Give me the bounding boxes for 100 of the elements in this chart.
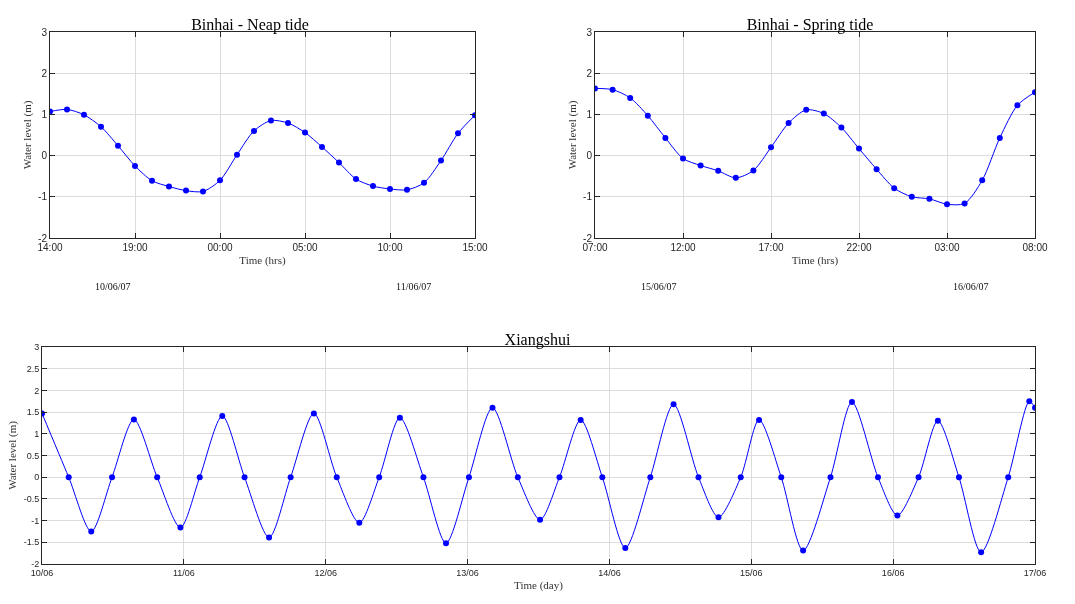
point [644, 112, 651, 119]
point [130, 416, 137, 423]
y-axis-title: Water level (m) [6, 420, 20, 490]
point [268, 117, 274, 124]
x-tick-label: 03:00 [934, 242, 960, 253]
point [599, 474, 606, 481]
y-tick-label: -0.5 [23, 494, 40, 505]
point [873, 166, 880, 173]
y-tick-label: 1.5 [26, 407, 40, 418]
x-axis-title: Time (day) [514, 579, 564, 592]
x-axis-title: Time (hrs) [239, 254, 286, 268]
point [1005, 474, 1012, 481]
point [756, 416, 763, 423]
x-tick-label: 14:00 [37, 242, 63, 253]
point [697, 162, 704, 169]
point [154, 474, 161, 481]
y-tick-label: 2 [41, 67, 48, 79]
point [420, 474, 427, 481]
y-tick-label: 3 [586, 26, 593, 38]
point [319, 143, 325, 150]
y-tick-label: -1 [583, 191, 593, 203]
y-axis-title: Water level (m) [20, 100, 34, 170]
point [622, 544, 629, 551]
x-tick-label: 22:00 [846, 242, 872, 253]
chart-title: Binhai - Neap tide [191, 16, 309, 35]
point [1014, 102, 1021, 109]
point [132, 162, 138, 169]
point [577, 416, 584, 423]
point [387, 185, 393, 192]
point [908, 193, 915, 200]
point [287, 474, 294, 481]
x-tick-label: 05:00 [292, 242, 318, 253]
point [1026, 398, 1033, 405]
point [234, 151, 240, 158]
point [217, 177, 223, 184]
point [996, 134, 1003, 141]
x-tick-label: 11/06 [172, 567, 195, 578]
point [848, 399, 855, 406]
point [715, 167, 722, 174]
point [856, 145, 862, 152]
y-tick-label: 1 [34, 428, 40, 439]
x-tick-label: 07:00 [582, 242, 608, 253]
x-tick-label: 15:00 [462, 242, 488, 253]
point [310, 410, 317, 417]
y-tick-label: -2 [583, 232, 593, 244]
point [926, 195, 933, 202]
point [196, 474, 203, 481]
x-tick-label: 15/06 [740, 567, 763, 578]
y-axis-title: Water level (m) [565, 100, 579, 170]
x-tick-label: 10/06 [30, 567, 54, 578]
point [489, 404, 496, 411]
y-tick-label: 2 [586, 67, 593, 79]
point [81, 111, 87, 118]
y-tick-label: 0 [586, 150, 593, 162]
point [98, 123, 104, 130]
point [353, 176, 359, 183]
point [961, 200, 968, 207]
x-tick-label: 00:00 [207, 242, 233, 253]
point [465, 474, 472, 481]
x-axis-title: Time (hrs) [791, 254, 839, 268]
point [115, 142, 121, 149]
y-tick-label: 3 [34, 342, 40, 353]
point [778, 474, 785, 481]
y-tick-label: 2 [34, 385, 40, 396]
point [219, 413, 226, 420]
y-tick-label: -2 [31, 559, 40, 570]
point [556, 474, 563, 481]
point [662, 134, 669, 141]
text: 10/06/07 [95, 281, 131, 292]
point [979, 177, 986, 184]
point [177, 524, 184, 531]
point [241, 474, 248, 481]
x-tick-label: 10:00 [377, 242, 403, 253]
point [785, 120, 792, 127]
y-tick-label: -1 [38, 191, 48, 203]
point [370, 183, 376, 190]
point [820, 110, 827, 117]
line-series [50, 106, 475, 195]
y-tick-label: 0 [34, 472, 40, 483]
chart-title: Xiangshui [504, 331, 571, 350]
text: 16/06/07 [953, 281, 989, 292]
x-tick-label: 14/06 [598, 567, 621, 578]
point [750, 167, 757, 174]
point [356, 519, 363, 526]
y-tick-label: 2.5 [26, 363, 40, 374]
x-tick-label: 17:00 [758, 242, 784, 253]
point [336, 159, 342, 166]
y-tick-label: 0 [41, 150, 48, 162]
chart-title: Binhai - Spring tide [746, 16, 874, 35]
point [768, 144, 774, 151]
text: 11/06/07 [396, 281, 432, 292]
x-tick-label: 16/06 [881, 567, 905, 578]
point [800, 547, 807, 554]
y-tick-label: 3 [41, 26, 48, 38]
point [302, 129, 308, 136]
point [333, 474, 340, 481]
line-series [595, 85, 1035, 208]
point [421, 179, 427, 186]
x-tick-label: 17/06 [1023, 567, 1047, 578]
y-tick-label: 1 [586, 108, 593, 120]
